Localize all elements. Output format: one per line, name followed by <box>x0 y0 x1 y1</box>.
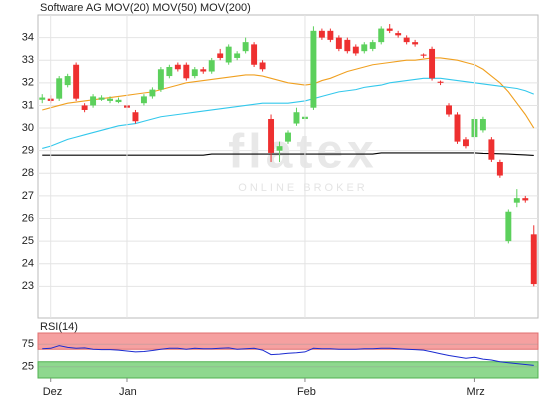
candle-body <box>208 60 215 72</box>
rsi-line <box>42 345 534 366</box>
candle-body <box>488 139 495 160</box>
candle-body <box>64 76 71 86</box>
candle-body <box>81 105 88 110</box>
y-tick-label: 27 <box>22 190 34 202</box>
candle-body <box>242 42 249 52</box>
y-tick-label: 29 <box>22 145 34 157</box>
moving-average-line <box>42 57 535 129</box>
candle-body <box>39 97 46 100</box>
candle-body <box>183 64 190 79</box>
candle-body <box>115 99 122 103</box>
y-tick-label: 33 <box>22 54 34 66</box>
y-tick-label: 25 <box>22 361 34 373</box>
candle-body <box>454 114 461 142</box>
y-tick-label: 32 <box>22 77 34 89</box>
x-tick-label: Jan <box>119 386 137 398</box>
candle-body <box>361 44 368 52</box>
candle-body <box>403 37 410 43</box>
candle-body <box>200 69 207 72</box>
y-tick-label: 75 <box>22 338 34 350</box>
watermark: flatex <box>228 126 377 179</box>
candle-body <box>496 161 503 176</box>
candle-body <box>251 44 258 65</box>
legend-label: Software AG <box>40 2 102 14</box>
candle-body <box>234 53 241 58</box>
candle-body <box>285 132 291 142</box>
upper-band <box>37 332 539 350</box>
candle-body <box>522 198 529 201</box>
x-tick-label: Feb <box>297 386 316 398</box>
candle-body <box>310 30 317 108</box>
x-tick-label: Mrz <box>466 386 484 398</box>
lower-band <box>37 361 539 379</box>
candle-body <box>73 64 80 99</box>
candle-body <box>513 198 520 203</box>
candle-body <box>530 234 537 285</box>
legend-label: MOV(200) <box>200 2 251 14</box>
candle-body <box>395 33 402 36</box>
moving-average-line <box>42 152 534 156</box>
candle-body <box>217 53 224 58</box>
candle-body <box>140 96 147 104</box>
candle-body <box>378 28 385 43</box>
y-tick-label: 24 <box>22 258 34 270</box>
candle-body <box>90 96 97 106</box>
y-tick-label: 30 <box>22 122 34 134</box>
candle-body <box>437 81 444 83</box>
moving-average-line <box>42 77 534 149</box>
legend-label: MOV(50) <box>152 2 197 14</box>
candle-body <box>352 46 359 54</box>
candle-body <box>132 112 139 122</box>
legend-label: MOV(20) <box>105 2 150 14</box>
panel-title: RSI(14) <box>40 321 78 333</box>
candle-body <box>191 69 198 77</box>
candle-body <box>149 89 156 97</box>
candle-body <box>463 139 469 147</box>
candle-body <box>157 69 164 90</box>
candle-body <box>344 39 351 52</box>
candle-body <box>107 98 113 101</box>
candle-body <box>420 54 427 56</box>
candle-body <box>505 211 512 242</box>
candle-body <box>335 37 342 49</box>
candle-body <box>225 46 232 63</box>
candle-body <box>327 30 334 40</box>
candle-body <box>56 78 63 99</box>
candle-body <box>429 48 436 79</box>
candle-body <box>174 64 181 70</box>
y-tick-label: 34 <box>22 32 34 44</box>
y-tick-label: 26 <box>22 212 34 224</box>
candle-body <box>318 30 325 38</box>
candle-body <box>412 42 419 45</box>
watermark-sub: ONLINE BROKER <box>238 182 367 194</box>
y-tick-label: 23 <box>22 280 34 292</box>
candle-body <box>166 67 173 77</box>
candle-body <box>276 146 283 151</box>
x-tick-label: Dez <box>43 386 63 398</box>
candle-body <box>479 119 486 131</box>
candle-body <box>293 112 300 124</box>
y-tick-label: 31 <box>22 99 34 111</box>
candle-body <box>268 119 275 153</box>
candle-body <box>369 42 376 49</box>
y-tick-label: 28 <box>22 167 34 179</box>
candle-body <box>446 105 452 115</box>
plot-area <box>37 14 539 319</box>
y-tick-label: 25 <box>22 235 34 247</box>
candle-body <box>259 62 266 70</box>
candle-body <box>386 28 393 31</box>
candle-body <box>98 97 105 100</box>
